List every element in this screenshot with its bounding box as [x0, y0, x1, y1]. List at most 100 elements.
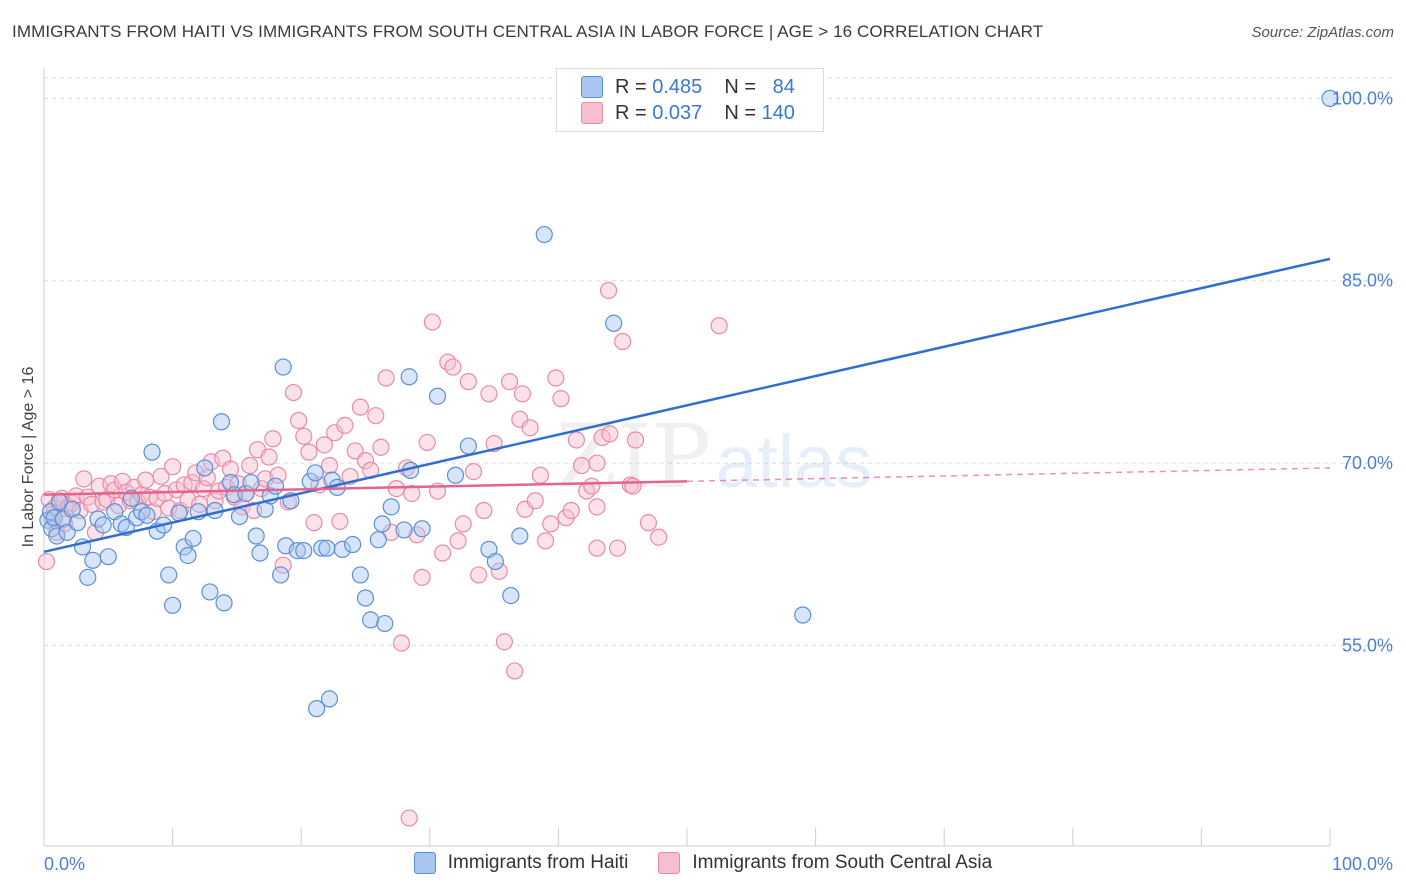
sca-point [552, 390, 570, 408]
sca-point [372, 438, 390, 456]
sca-point [710, 317, 728, 335]
y-axis-title: In Labor Force | Age > 16 [20, 367, 37, 548]
sca-point [152, 467, 170, 486]
sca-point [572, 456, 591, 475]
haiti-point [143, 443, 161, 461]
x-tick-label-1: 100.0% [1332, 854, 1393, 874]
sca-point [588, 498, 606, 516]
sca-point [490, 562, 508, 580]
haiti-point [446, 466, 465, 484]
haiti-point [1321, 89, 1339, 107]
haiti-point [68, 514, 87, 532]
sca-point [614, 332, 632, 351]
sca-point [583, 477, 601, 495]
haiti-point [247, 527, 265, 545]
sca-point [264, 430, 282, 448]
haiti-point [395, 521, 413, 539]
sca-point [315, 436, 333, 454]
legend-swatch-haiti [581, 76, 603, 98]
haiti-point [251, 544, 269, 562]
legend-r-label: R = [615, 101, 647, 124]
y-tick-label-2: 85.0% [1342, 271, 1393, 291]
sca-point [536, 532, 555, 550]
sca-point [562, 501, 580, 520]
y-tick-label-0: 55.0% [1342, 635, 1393, 655]
sca-point [588, 539, 606, 557]
sca-point [400, 809, 418, 827]
haiti-point [535, 225, 553, 244]
sca-point [136, 471, 155, 489]
sca-point [599, 281, 618, 300]
haiti-point [215, 594, 233, 612]
haiti-point [242, 473, 260, 492]
sca-point [475, 501, 493, 520]
legend-swatch-sca [581, 102, 603, 124]
source-label: Source: ZipAtlas.com [1251, 24, 1394, 41]
legend-sca-r: 0.037 [652, 101, 703, 124]
sca-point [260, 448, 278, 466]
sca-point [650, 528, 668, 546]
haiti-point [320, 690, 339, 708]
legend-item-haiti: Immigrants from Haiti [413, 852, 628, 874]
sca-point [198, 469, 216, 487]
legend-item-sca: Immigrants from South Central Asia [658, 852, 992, 874]
sca-point [320, 456, 339, 475]
sca-point [367, 407, 385, 425]
sca-point [305, 514, 323, 532]
sca-point [252, 480, 270, 498]
haiti-point [306, 464, 324, 482]
haiti-point [356, 589, 375, 607]
sca-point [444, 358, 462, 376]
legend-r-label: R = [615, 75, 647, 98]
sca-point [392, 634, 411, 652]
haiti-point [212, 413, 231, 431]
sca-point [506, 662, 524, 680]
sca-point [639, 514, 658, 532]
y-tick-labels: 55.0% 70.0% 85.0% 100.0% [1332, 88, 1393, 655]
haiti-point [344, 535, 362, 554]
sca-point [464, 462, 483, 481]
sca-point [284, 383, 303, 402]
haiti-point [369, 531, 387, 549]
chart-title: IMMIGRANTS FROM HAITI VS IMMIGRANTS FROM… [12, 22, 1044, 41]
haiti-point [230, 507, 249, 526]
haiti-point [413, 520, 431, 538]
sca-point [526, 492, 544, 510]
sca-point [418, 433, 436, 452]
legend-haiti-n: 84 [772, 75, 795, 98]
haiti-point [376, 614, 394, 633]
legend-swatch-haiti [413, 852, 436, 874]
haiti-point [274, 358, 292, 376]
haiti-point [272, 566, 290, 584]
sca-point [356, 452, 375, 470]
sca-point [206, 492, 224, 510]
trend-line-sca [43, 480, 688, 496]
haiti-point [45, 509, 63, 527]
axes [43, 68, 1331, 847]
legend-row-sca: R = 0.037 N = 140 [581, 101, 795, 125]
haiti-point [184, 529, 202, 548]
haiti-point [459, 437, 477, 455]
haiti-point [373, 515, 391, 533]
sca-point [75, 470, 93, 488]
haiti-point [122, 489, 141, 507]
trend-line-sca-extension [686, 467, 1331, 483]
haiti-point [196, 459, 214, 477]
haiti-point [201, 583, 219, 601]
haiti-point [138, 506, 156, 524]
watermark-zip: ZIP [556, 405, 711, 508]
haiti-point [428, 387, 447, 405]
sca-point [403, 484, 421, 503]
haiti-point [99, 548, 117, 566]
legend-swatch-sca [658, 852, 681, 874]
y-tick-label-3: 100.0% [1332, 88, 1393, 108]
sca-point [164, 458, 182, 476]
haiti-point [486, 552, 504, 571]
haiti-point [351, 566, 369, 584]
haiti-point [511, 527, 529, 545]
haiti-point [362, 611, 380, 629]
gridlines [44, 77, 1392, 646]
haiti-point [605, 314, 623, 332]
sca-point [454, 515, 472, 533]
